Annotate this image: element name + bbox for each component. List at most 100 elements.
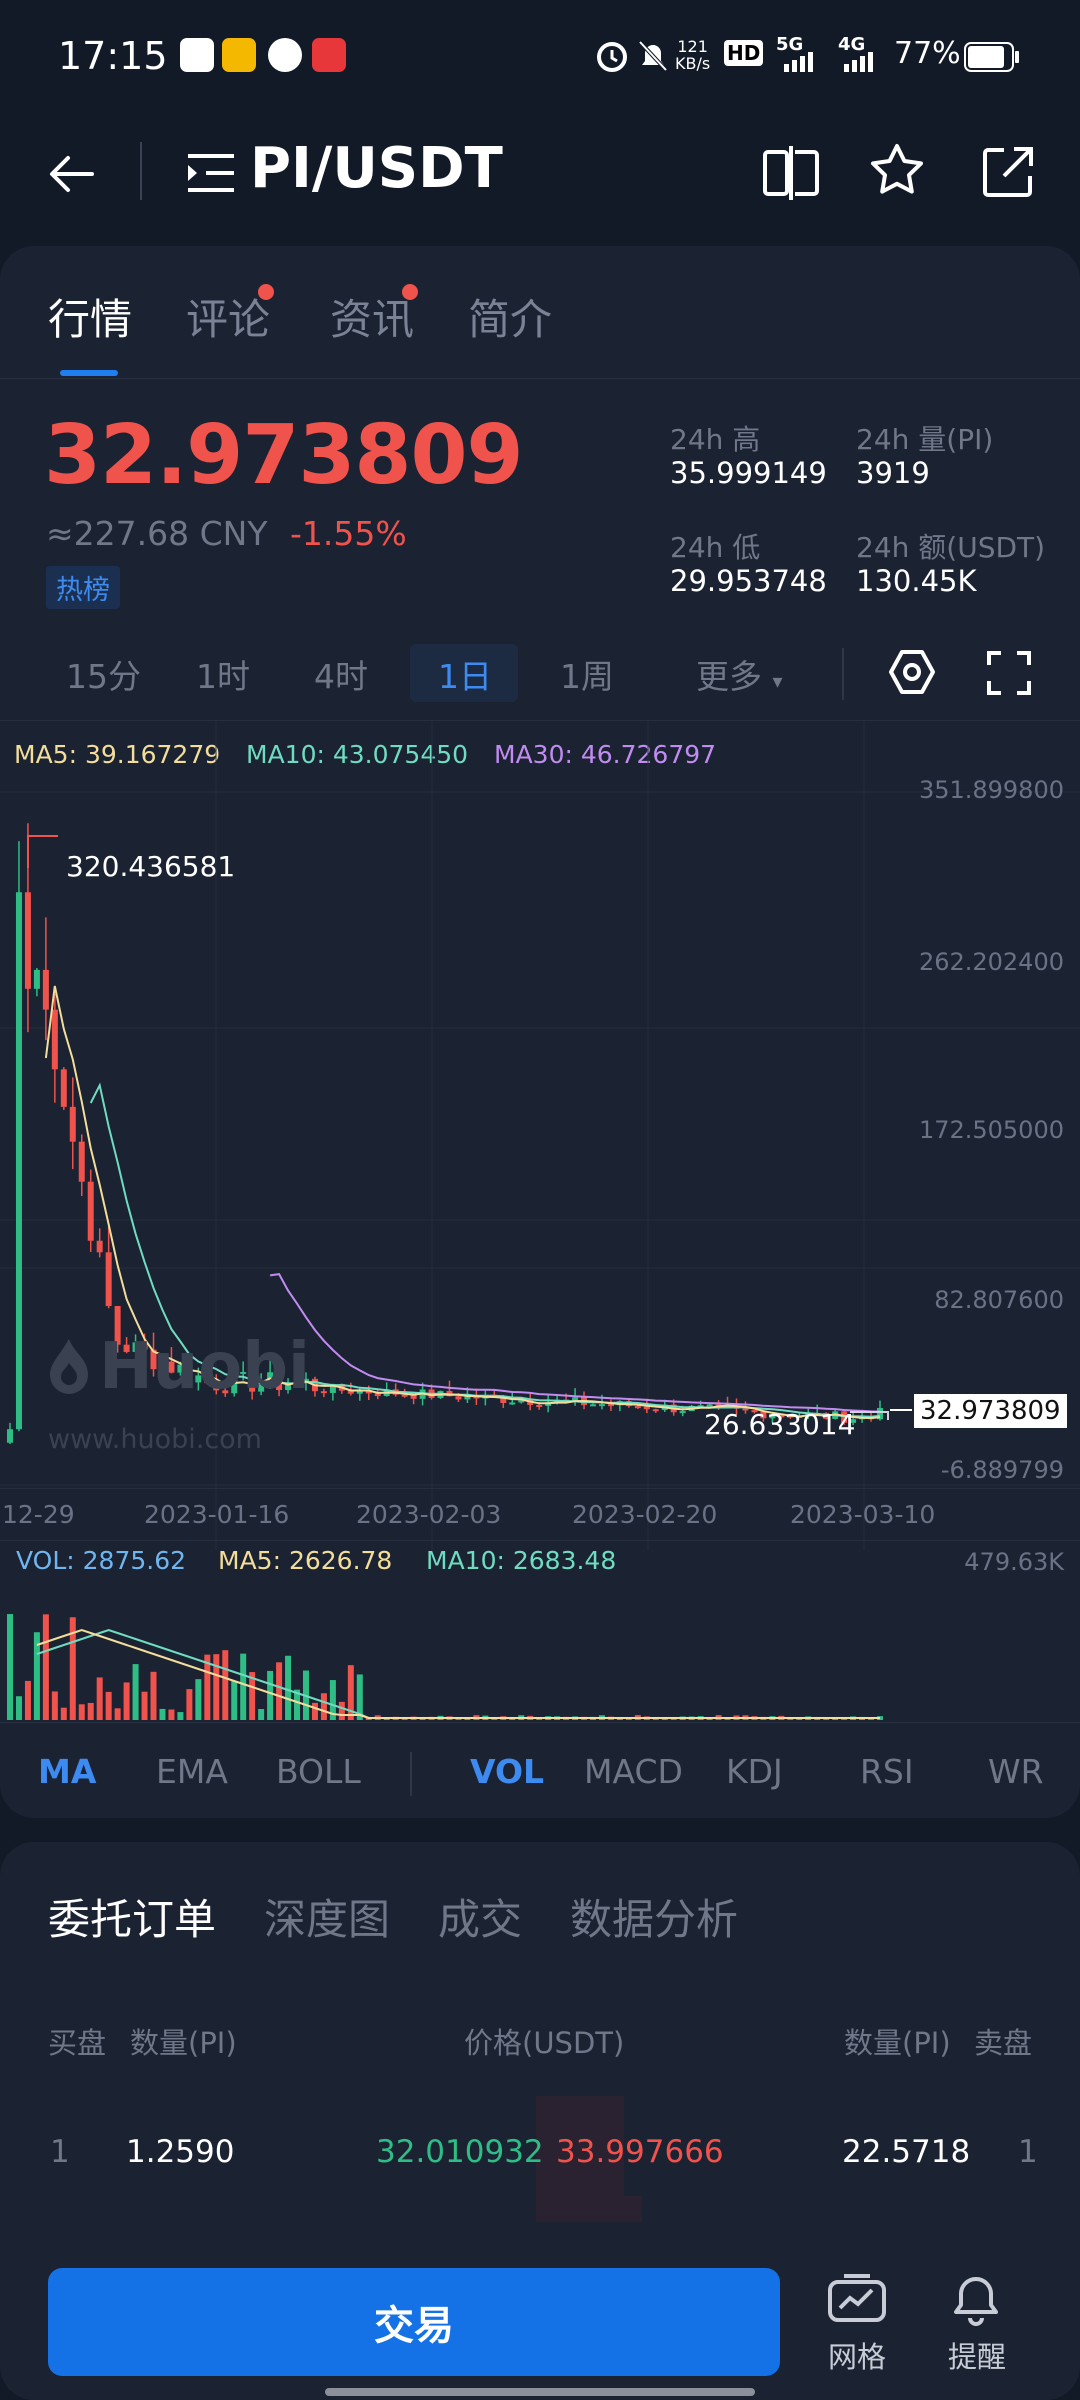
timeframe-1w[interactable]: 1周 — [560, 657, 614, 696]
y-axis-label: 172.505000 — [918, 1116, 1064, 1144]
volume-chart[interactable] — [0, 1580, 1080, 1722]
tab-analysis[interactable]: 数据分析 — [570, 1895, 739, 1944]
settings-hexagon-icon[interactable] — [888, 648, 936, 696]
compare-icon[interactable] — [762, 146, 820, 200]
indicator-macd[interactable]: MACD — [584, 1752, 683, 1791]
candle-body — [760, 1411, 767, 1419]
y-axis-label: 262.202400 — [918, 948, 1064, 976]
timeframe-4h[interactable]: 4时 — [314, 657, 368, 696]
volume-bar — [78, 1704, 85, 1720]
tab-orders[interactable]: 委托订单 — [48, 1895, 217, 1944]
candle-body — [150, 1349, 157, 1370]
price-cny: ≈227.68 CNY — [46, 514, 268, 553]
tab-intro[interactable]: 简介 — [468, 295, 553, 344]
tab-news[interactable]: 资讯 — [330, 295, 415, 344]
pair-list-icon[interactable] — [186, 150, 236, 196]
alert-bell-icon[interactable] — [948, 2270, 1004, 2328]
battery-icon — [964, 42, 1019, 72]
ma5-legend: MA5: 39.167279 — [14, 740, 221, 769]
vol-ma10-legend: MA10: 2683.48 — [426, 1546, 617, 1575]
candle-body — [500, 1396, 507, 1403]
volume-bar — [7, 1614, 13, 1720]
candle-body — [195, 1375, 202, 1383]
volume-bar — [258, 1709, 265, 1720]
favorite-star-icon[interactable] — [868, 142, 926, 200]
bid-price[interactable]: 32.010932 — [376, 2134, 544, 2170]
top-navigation-bar: PI/USDT — [0, 120, 1080, 250]
volume-bar — [338, 1701, 345, 1720]
tab-trades[interactable]: 成交 — [438, 1895, 523, 1944]
pair-title[interactable]: PI/USDT — [250, 136, 503, 201]
last-price-tag: 32.973809 — [914, 1394, 1067, 1428]
order-index: 1 — [50, 2134, 70, 2170]
candle-body — [518, 1400, 525, 1403]
candle-body — [572, 1397, 579, 1401]
volume-bar — [320, 1693, 327, 1720]
timeframe-more[interactable]: 更多 ▾ — [696, 657, 783, 696]
candle-body — [249, 1371, 256, 1392]
candle-body — [356, 1390, 363, 1394]
indicator-ema[interactable]: EMA — [156, 1752, 228, 1791]
candle-body — [536, 1404, 543, 1407]
candle-body — [240, 1371, 247, 1374]
indicator-boll[interactable]: BOLL — [276, 1752, 361, 1791]
grid-label[interactable]: 网格 — [828, 2340, 887, 2374]
stat-label: 24h 高 — [670, 423, 761, 456]
candle-body — [159, 1361, 166, 1370]
volume-bar — [186, 1689, 193, 1720]
timeframe-1d[interactable]: 1日 — [438, 657, 492, 696]
home-indicator[interactable] — [325, 2388, 755, 2396]
ask-qty[interactable]: 22.5718 — [842, 2134, 971, 2170]
speedometer-icon — [268, 38, 302, 72]
volume-bar — [285, 1655, 292, 1720]
volume-bar — [311, 1702, 318, 1720]
stat-value: 29.953748 — [670, 564, 827, 598]
timeframe-15m[interactable]: 15分 — [66, 657, 141, 696]
stat-label: 24h 量(PI) — [856, 423, 994, 456]
candle-body — [410, 1395, 417, 1399]
back-arrow-icon[interactable] — [46, 148, 98, 200]
divider — [0, 378, 1080, 379]
fullscreen-icon[interactable] — [986, 650, 1032, 696]
tab-comments[interactable]: 评论 — [186, 295, 271, 344]
indicator-ma[interactable]: MA — [38, 1752, 97, 1791]
tab-depth[interactable]: 深度图 — [264, 1895, 391, 1944]
candle-body — [850, 1419, 857, 1423]
bid-qty[interactable]: 1.2590 — [126, 2134, 235, 2170]
volume-bar — [294, 1689, 301, 1720]
candle-body — [105, 1252, 112, 1306]
app-notification-icon — [180, 38, 214, 72]
trade-button[interactable]: 交易 — [48, 2268, 780, 2376]
grid-trading-icon[interactable] — [826, 2272, 890, 2326]
timeframe-1h[interactable]: 1时 — [196, 657, 250, 696]
candle-body — [652, 1409, 659, 1412]
4g-label: 4G — [838, 34, 866, 55]
depth-bar-sell — [536, 2096, 624, 2222]
status-time: 17:15 — [58, 34, 168, 78]
candle-body — [69, 1106, 76, 1142]
candle-body — [42, 969, 49, 1010]
indicator-wr[interactable]: WR — [988, 1752, 1044, 1791]
ask-price[interactable]: 33.997666 — [556, 2134, 724, 2170]
volume-bar — [114, 1708, 121, 1720]
candlestick-chart[interactable] — [0, 720, 1080, 1550]
alert-label[interactable]: 提醒 — [948, 2340, 1007, 2374]
candle-body — [643, 1406, 650, 1410]
candle-body — [177, 1364, 184, 1373]
mute-bell-icon — [638, 40, 668, 72]
volume-bar — [150, 1671, 157, 1720]
price-header: 价格(USDT) — [464, 2026, 625, 2060]
indicator-vol[interactable]: VOL — [470, 1752, 545, 1791]
indicator-kdj[interactable]: KDJ — [726, 1752, 783, 1791]
x-axis-label: 12-29 — [2, 1500, 75, 1529]
vol-legend: VOL: 2875.62 — [16, 1546, 187, 1575]
candle-body — [347, 1390, 354, 1394]
candle-body — [96, 1240, 103, 1253]
volume-bar — [329, 1680, 336, 1720]
volume-bar — [132, 1664, 139, 1720]
net-speed: 121 KB/s — [675, 37, 711, 73]
tab-market[interactable]: 行情 — [48, 295, 133, 344]
share-icon[interactable] — [980, 144, 1036, 200]
indicator-rsi[interactable]: RSI — [860, 1752, 914, 1791]
hot-list-badge[interactable]: 热榜 — [46, 566, 120, 609]
